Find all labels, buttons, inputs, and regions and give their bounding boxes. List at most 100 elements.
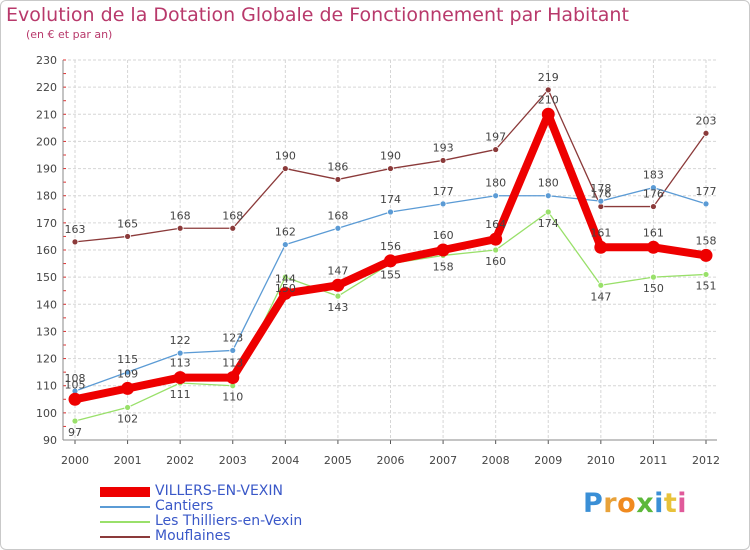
y-tick-label: 140 [36,298,57,311]
x-tick-label: 2007 [429,454,457,467]
legend-label: Cantiers [155,498,214,514]
data-label: 150 [275,282,296,295]
data-point [121,381,135,395]
data-point [281,241,289,248]
data-point [387,165,394,172]
data-point [124,404,131,411]
data-point [439,157,447,164]
data-point [699,248,713,262]
data-label: 163 [65,223,86,236]
data-label: 143 [327,301,348,314]
data-point [541,107,555,121]
data-point [436,243,450,257]
data-label: 110 [222,391,243,404]
x-tick-label: 2000 [61,454,89,467]
data-point [71,417,79,425]
data-label: 113 [222,357,243,370]
data-label: 177 [433,185,454,198]
legend-label: Les Thilliers-en-Vexin [155,513,303,529]
x-tick-label: 2004 [271,454,299,467]
data-point [387,208,394,216]
data-label: 123 [222,331,243,344]
data-label: 111 [170,388,191,401]
data-point [439,200,447,208]
data-point [544,208,552,216]
data-label: 158 [433,260,454,273]
y-tick-label: 160 [36,244,57,257]
data-point [331,278,345,292]
x-tick-label: 2009 [534,454,562,467]
data-label: 97 [68,426,82,439]
legend-swatch [100,535,150,538]
y-tick-label: 220 [36,81,57,94]
data-label: 168 [222,209,243,222]
data-point [173,371,187,385]
data-point [702,129,710,137]
x-tick-label: 2008 [482,454,510,467]
data-point [229,224,237,232]
y-tick-label: 90 [43,434,57,447]
data-label: 176 [590,188,611,201]
data-point [334,292,342,300]
data-label: 197 [485,131,506,144]
data-label: 156 [380,240,401,253]
x-tick-label: 2012 [692,454,720,467]
data-label: 162 [275,226,296,239]
y-tick-label: 150 [36,271,57,284]
data-point [68,392,82,406]
data-point [544,86,552,94]
data-label: 160 [433,229,454,242]
data-label: 147 [327,264,348,277]
data-label: 113 [170,357,191,370]
data-point [650,203,657,210]
data-point [702,200,710,208]
data-label: 219 [538,71,559,84]
data-label: 174 [380,193,401,206]
data-label: 144 [275,272,296,285]
x-tick-label: 2003 [219,454,247,467]
data-label: 168 [327,209,348,222]
data-label: 186 [327,160,348,173]
chart-subtitle: (en € et par an) [26,28,113,41]
x-tick-label: 2006 [377,454,405,467]
y-tick-label: 110 [36,380,57,393]
data-label: 158 [696,234,717,247]
legend-label: Mouflaines [155,528,231,544]
data-label: 109 [117,367,138,380]
data-point [281,165,289,172]
legend-swatch [100,505,150,508]
data-label: 160 [485,255,506,268]
data-label: 210 [538,93,559,106]
x-tick-label: 2011 [639,454,667,467]
y-tick-label: 130 [36,325,57,338]
data-label: 177 [696,185,717,198]
data-point [594,240,608,254]
data-point [278,286,292,300]
legend-swatch [100,520,150,523]
data-point [650,184,657,191]
data-point [71,238,79,246]
data-point [334,224,342,232]
logo-letter: P [583,488,604,519]
data-point [226,371,240,385]
data-label: 151 [696,279,717,292]
x-tick-label: 2002 [166,454,194,467]
data-point [650,273,657,281]
data-label: 147 [590,290,611,303]
data-label: 180 [485,177,506,190]
data-label: 176 [643,188,664,201]
data-label: 174 [538,217,559,230]
data-label: 203 [696,114,717,127]
x-tick-label: 2001 [114,454,142,467]
logo-letter: i [654,488,664,519]
data-label: 180 [538,177,559,190]
chart-title: Evolution de la Dotation Globale de Fonc… [6,4,629,26]
y-tick-label: 190 [36,163,57,176]
data-point [702,271,710,278]
data-label: 161 [643,226,664,239]
data-point [492,246,500,254]
proxiti-logo: Proxiti [583,488,687,519]
y-tick-label: 120 [36,353,57,366]
y-tick-label: 210 [36,108,57,121]
